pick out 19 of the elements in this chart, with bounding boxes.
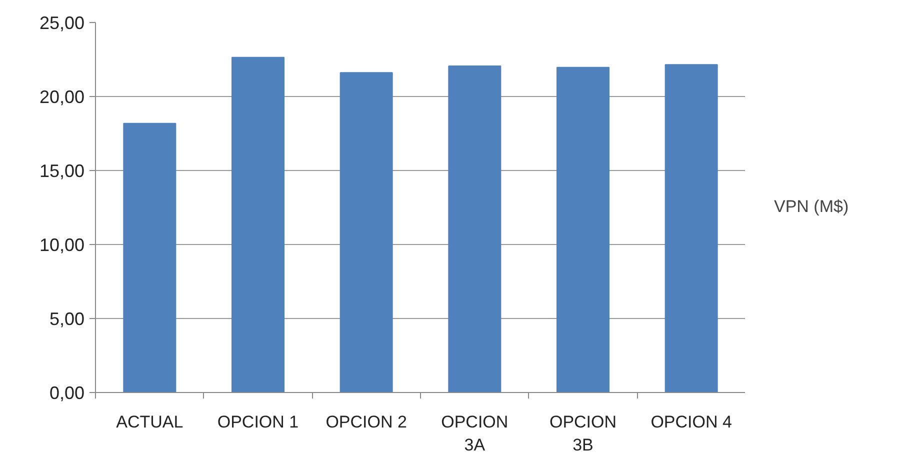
bar (448, 66, 502, 392)
x-tick-label: OPCION 2 (326, 412, 407, 432)
text: VPN (M$) (774, 197, 849, 217)
y-tick-label: 10,00 (39, 235, 85, 255)
y-tick-label: 15,00 (39, 161, 85, 181)
bar (556, 66, 610, 392)
y-tick-label: 25,00 (39, 13, 85, 33)
y-tick-label: 0,00 (49, 383, 85, 403)
bar (340, 72, 393, 392)
x-tick-label: OPCION 3B (549, 412, 617, 454)
bar (232, 56, 284, 392)
bar (664, 64, 718, 392)
x-tick-label: OPCION 4 (650, 412, 732, 432)
y-tick-label: 5,00 (49, 309, 85, 329)
x-tick-label: ACTUAL (116, 412, 184, 432)
bar (123, 122, 176, 392)
x-tick-label: OPCION 3A (441, 412, 508, 454)
x-tick-label: OPCION 1 (217, 412, 299, 432)
y-tick-label: 20,00 (39, 87, 85, 107)
